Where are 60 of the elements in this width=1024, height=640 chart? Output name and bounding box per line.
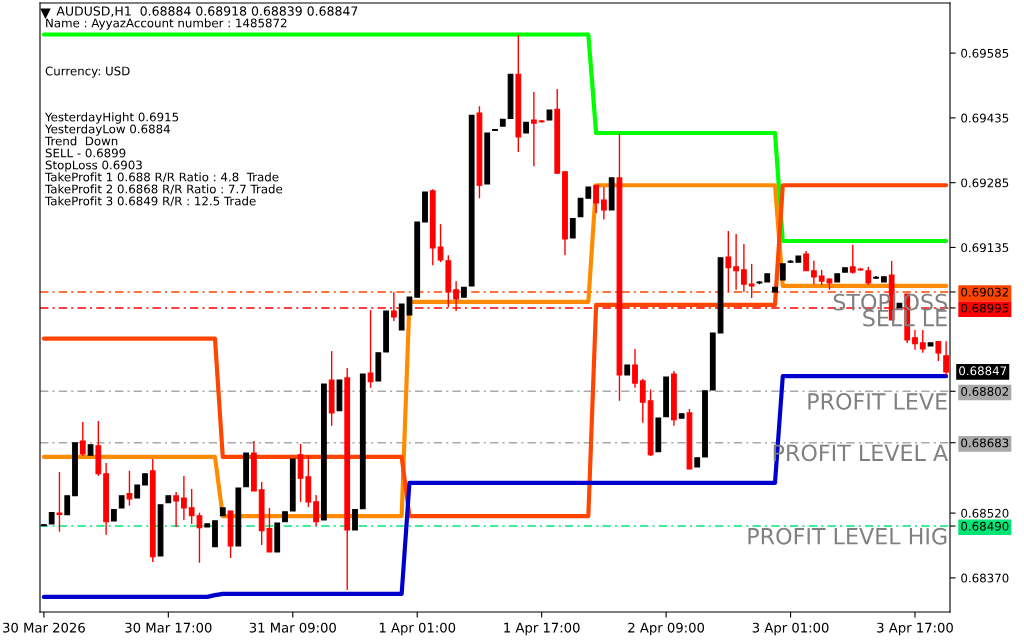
x-tick-label: 30 Mar 17:00: [125, 622, 212, 633]
candlestick: [593, 184, 599, 214]
y-tick-label: 0.68490: [961, 521, 1009, 531]
candlestick: [811, 260, 817, 285]
candlestick: [943, 340, 949, 377]
annotation: TakeProfit 1 0.688 R/R Ratio : 4.8 Trade: [44, 172, 279, 183]
candlestick: [126, 470, 133, 507]
candlestick: [803, 250, 809, 272]
candlestick: [912, 329, 918, 351]
candlestick: [352, 508, 358, 531]
y-tick-label: 0.68520: [961, 508, 1009, 518]
candlestick: [173, 491, 179, 528]
y-tick-label: 0.69032: [961, 287, 1009, 297]
y-tick-label: 0.68683: [961, 438, 1009, 448]
candlestick: [725, 230, 732, 293]
annotation: Name : AyyazAccount number : 1485872: [46, 18, 287, 30]
candlestick: [748, 263, 755, 299]
y-tick-label: 0.68802: [961, 387, 1009, 396]
candlestick: [56, 471, 63, 533]
y-tick-label: 0.68995: [961, 303, 1009, 313]
line-series: [41, 374, 949, 599]
y-tick-label: 0.69135: [961, 243, 1009, 253]
y-tick-label: 0.69285: [961, 178, 1009, 188]
ref-line-label: PROFIT LEVEL HIG: [748, 527, 947, 545]
candlestick: [632, 348, 638, 389]
x-tick-label: 1 Apr 01:00: [379, 622, 456, 636]
x-tick-label: 3 Apr 01:00: [752, 622, 829, 636]
candlestick: [935, 340, 942, 362]
x-tick-label: 3 Apr 17:00: [877, 622, 953, 636]
annotation: Currency: USD: [45, 66, 130, 78]
chart-title: AUDUSD,H1 0.68884 0.68918 0.68839 0.68847: [56, 6, 358, 17]
candlestick: [741, 243, 747, 293]
x-tick-label: 31 Mar 09:00: [249, 622, 336, 633]
annotation: YesterdayLow 0.6884: [44, 124, 170, 136]
annotation: YesterdayHight 0.6915: [44, 112, 179, 124]
annotation: SELL - 0.6899: [45, 148, 126, 158]
candlestick: [639, 378, 646, 424]
candlestick: [367, 309, 374, 389]
x-tick-label: 2 Apr 09:00: [628, 622, 705, 636]
y-tick-label: 0.68370: [961, 573, 1009, 583]
candlestick: [919, 329, 926, 354]
annotation: TakeProfit 3 0.6849 R/R : 12.5 Trade: [44, 196, 256, 207]
x-tick-label: 1 Apr 17:00: [504, 622, 580, 636]
y-tick-label: 0.69585: [961, 48, 1009, 58]
annotation: TakeProfit 2 0.6868 R/R Ratio : 7.7 Trade: [44, 184, 283, 195]
y-tick-label: 0.69435: [961, 113, 1009, 123]
annotation: Trend Down: [44, 136, 118, 146]
candlestick: [181, 475, 187, 521]
candlestick: [849, 244, 856, 275]
candlestick: [569, 217, 576, 239]
candlestick: [733, 233, 739, 291]
candlestick: [531, 91, 537, 167]
text: 0.68847: [959, 366, 1007, 376]
candlestick: [64, 495, 71, 516]
candlestick: [601, 186, 607, 221]
annotation: StopLoss 0.6903: [45, 160, 142, 172]
x-tick-label: 30 Mar 2026: [3, 622, 85, 633]
candlestick: [313, 494, 319, 527]
candlestick: [79, 421, 86, 457]
ref-line-label: PROFIT LEVE: [808, 393, 947, 410]
